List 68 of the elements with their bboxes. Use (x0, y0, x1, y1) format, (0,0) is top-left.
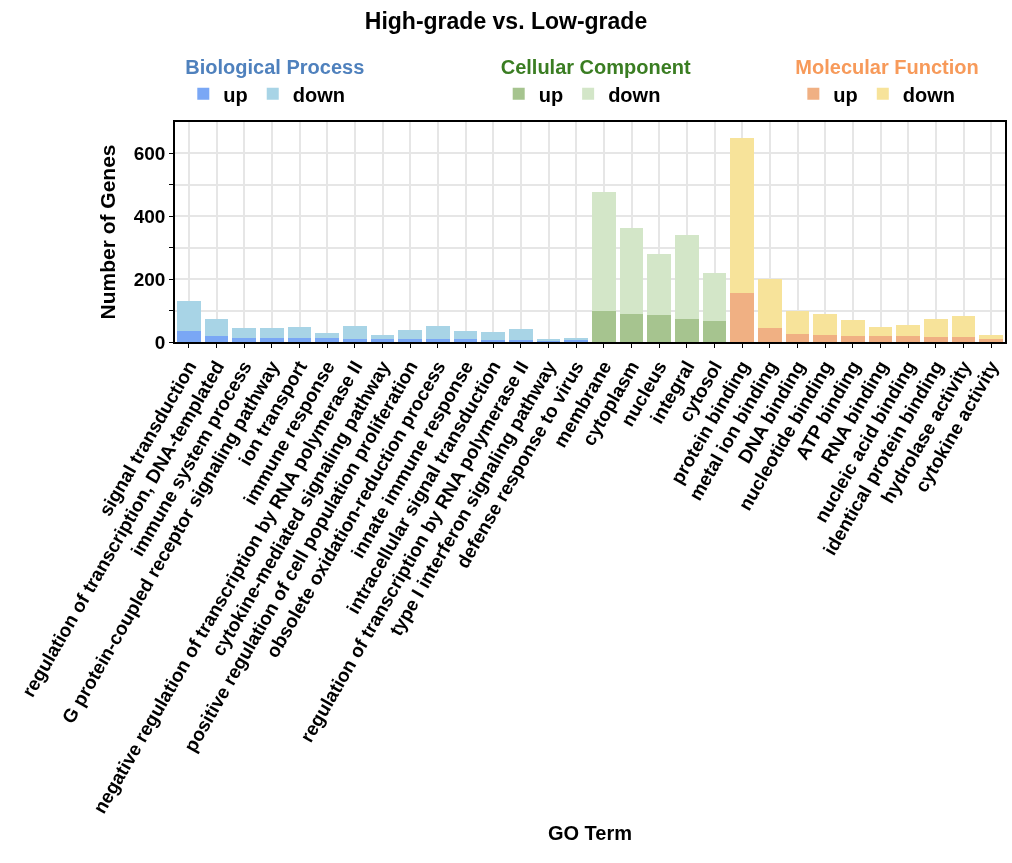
bar (398, 329, 422, 340)
y-tick-label: 200 (133, 268, 166, 290)
bar (951, 316, 976, 338)
bar (730, 137, 754, 293)
bar (592, 192, 616, 312)
bar (647, 314, 671, 342)
bar (315, 338, 339, 342)
y-tick-label: 600 (133, 143, 166, 165)
bar (177, 301, 201, 331)
legend-label: up (538, 83, 564, 106)
bar (979, 339, 1003, 342)
bar (924, 319, 948, 338)
legend-label: down (608, 83, 661, 106)
bar (619, 227, 644, 314)
bar (896, 325, 920, 337)
text: Biological Process (185, 56, 365, 79)
bar (260, 327, 284, 338)
x-axis-title: GO Term (547, 822, 633, 845)
bar (453, 339, 478, 342)
bar (924, 337, 948, 342)
legend-label: down (292, 83, 345, 106)
legend-label: up (223, 83, 248, 106)
bar (730, 292, 754, 342)
y-tick-label: 400 (133, 205, 166, 227)
legend-label: up (833, 83, 858, 106)
bar (841, 319, 865, 337)
bar (813, 313, 837, 335)
bar (204, 319, 229, 336)
text: Molecular Function (795, 56, 979, 79)
bar (675, 234, 699, 320)
bar (232, 328, 256, 338)
bar (868, 336, 893, 342)
y-axis-title: Number of Genes (96, 144, 120, 320)
bar (481, 332, 505, 341)
bar (951, 337, 976, 342)
bar (370, 339, 395, 342)
bar (343, 338, 367, 342)
bar (287, 337, 312, 342)
bar (647, 254, 671, 315)
bar (979, 335, 1003, 340)
legend-label: down (902, 83, 956, 106)
bar (343, 326, 367, 339)
bar (813, 334, 837, 342)
bar (675, 319, 699, 342)
bar (592, 311, 616, 342)
bar (758, 328, 782, 342)
chart-title: High-grade vs. Low-grade (364, 8, 648, 35)
bar (509, 328, 533, 341)
bar (426, 339, 450, 342)
bar (841, 336, 865, 342)
bar (619, 313, 644, 342)
bar (785, 310, 810, 334)
bar (785, 333, 810, 342)
bar (758, 279, 782, 329)
bar (702, 273, 727, 321)
bar (260, 337, 284, 342)
bar (177, 331, 201, 342)
text: Cellular Component (500, 56, 691, 79)
bar (315, 332, 339, 339)
bar (868, 327, 893, 337)
y-tick-label: 0 (154, 331, 166, 353)
bar (398, 339, 422, 342)
bar (232, 337, 256, 342)
bar (426, 326, 450, 340)
bar (702, 320, 727, 342)
bar (287, 327, 312, 338)
bar (204, 335, 229, 342)
bar (896, 336, 920, 342)
